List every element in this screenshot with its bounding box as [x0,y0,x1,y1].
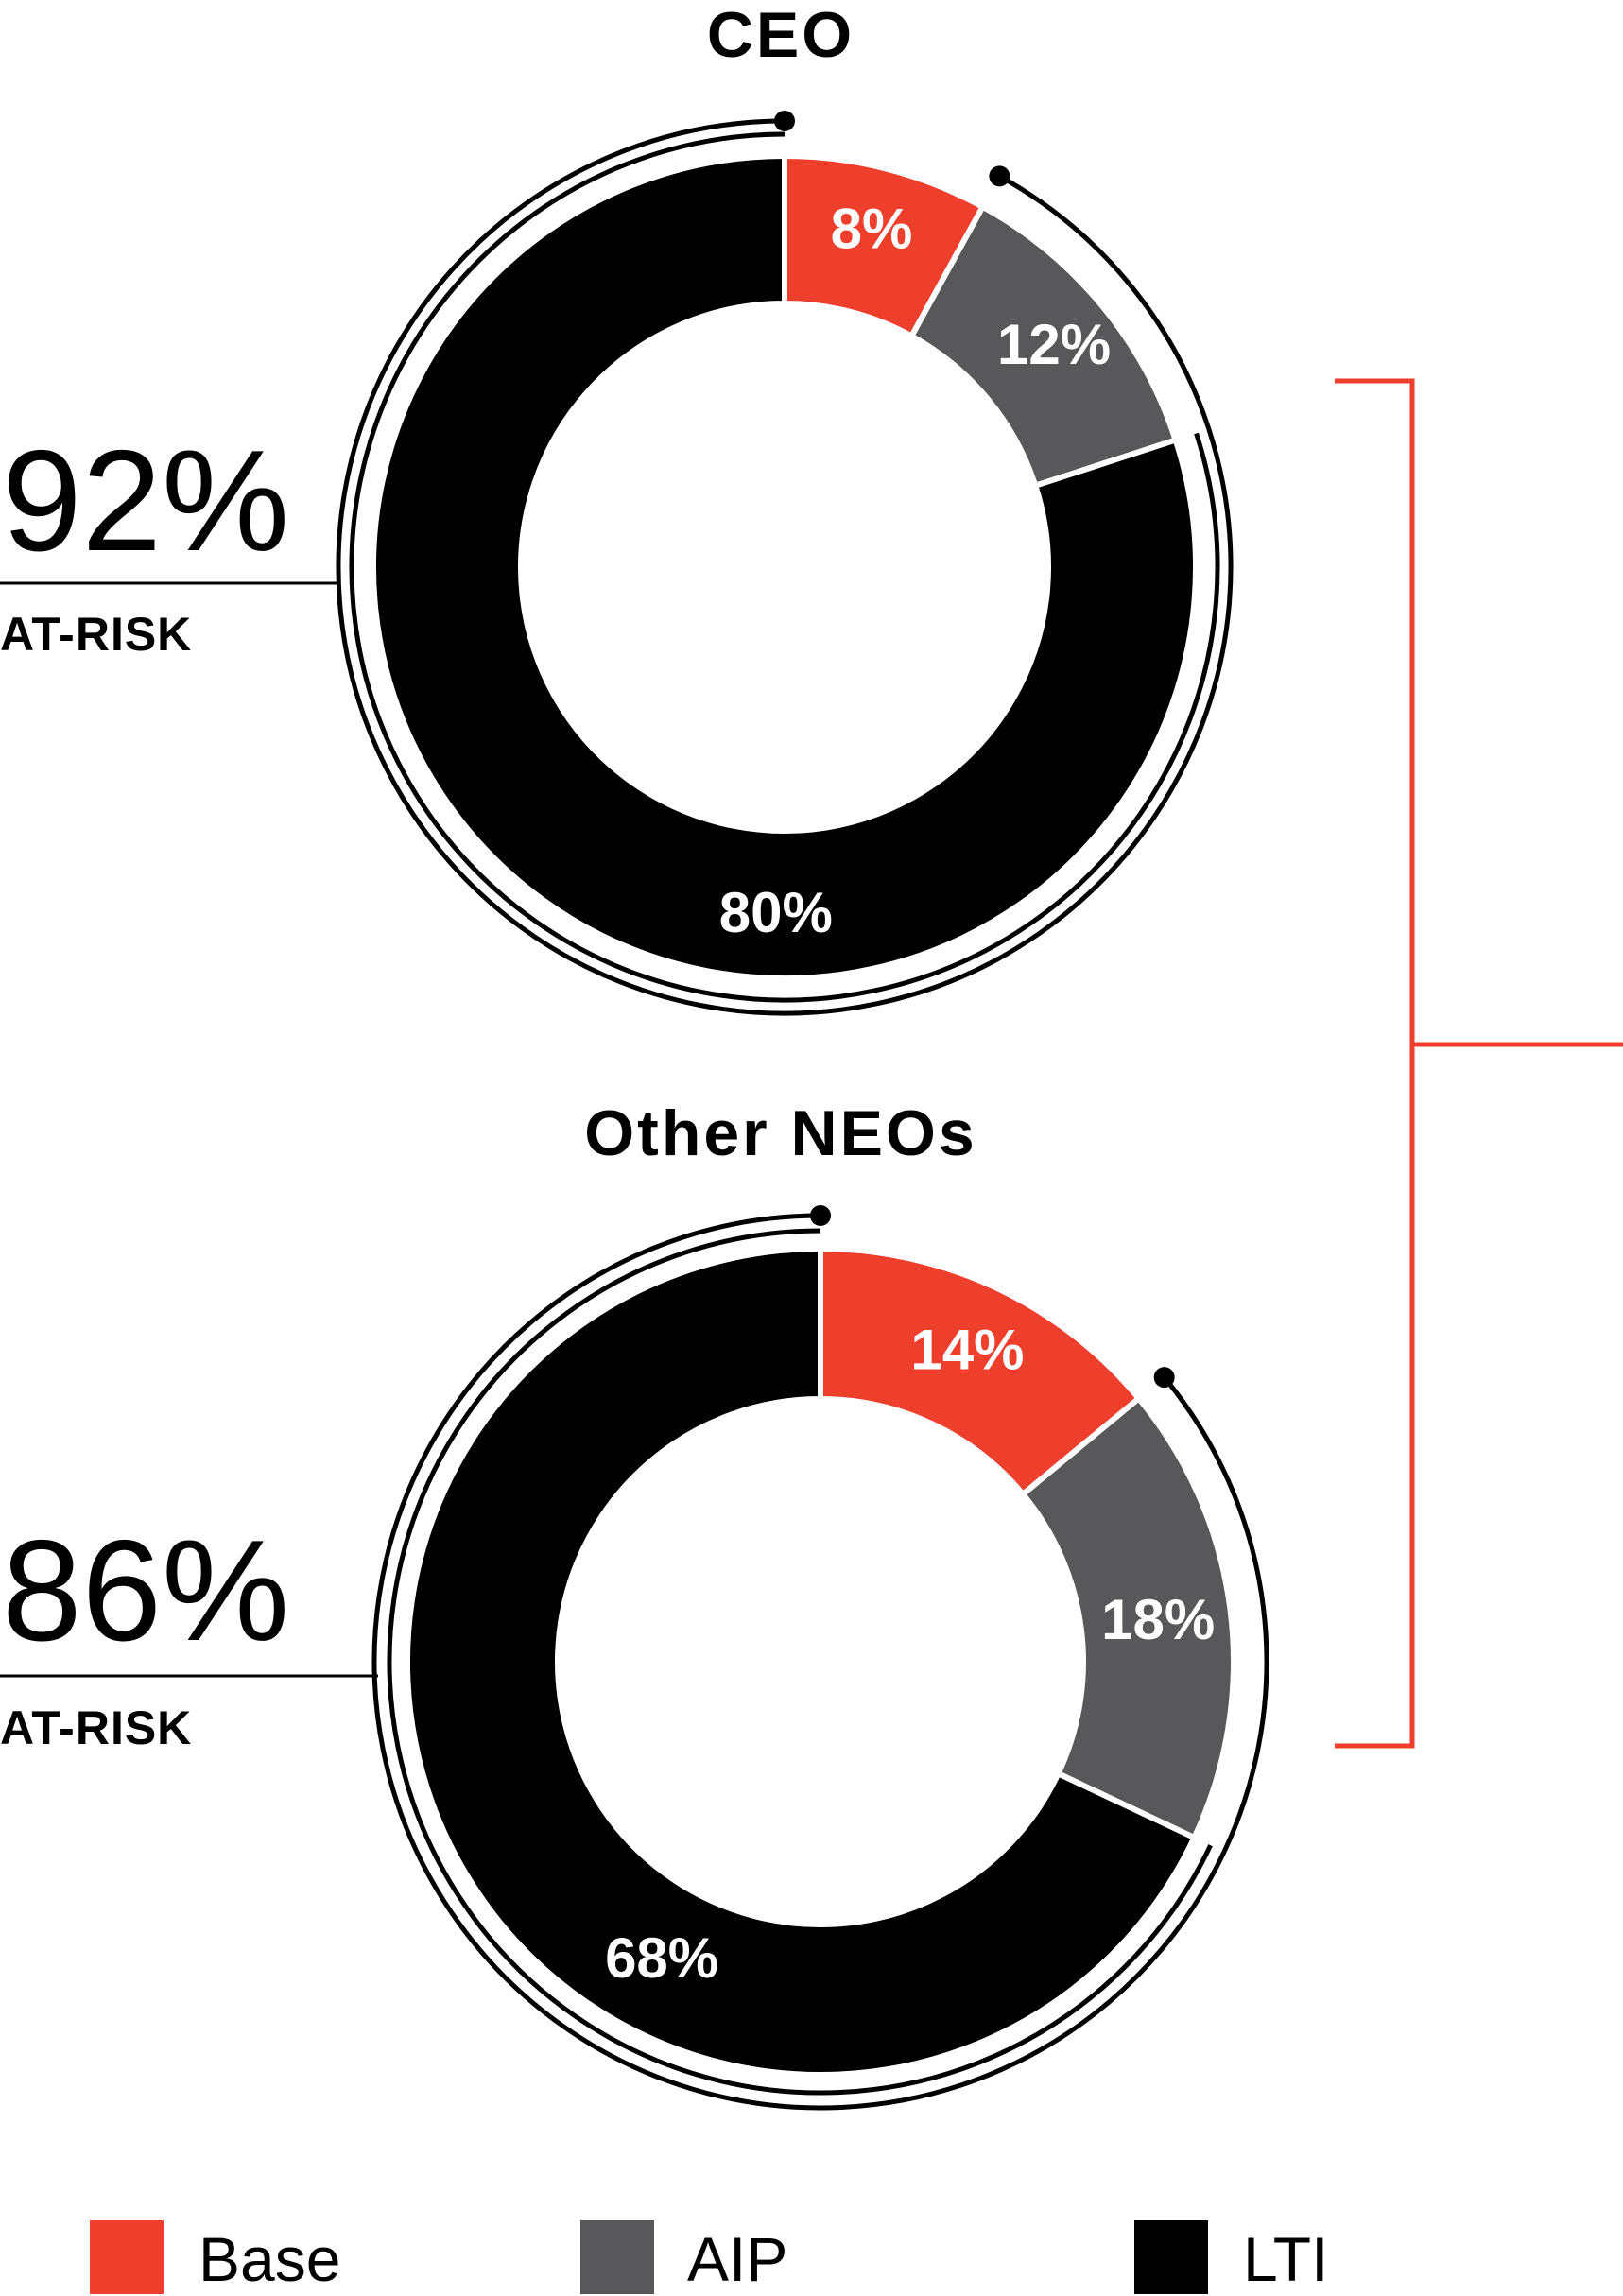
other-neos-aip-bracket-arc [1162,1375,1269,1854]
other-neos-slice-base [818,1245,1143,1499]
ceo-slice-label-aip: 12% [997,313,1111,376]
other-neos-slice-label-aip: 18% [1101,1588,1215,1651]
ceo-at-risk-label: AT-RISK [0,608,192,661]
ceo-chart: CEO 8% 12% 80% 92% AT-RISK [0,0,1234,1016]
ceo-lti-bracket-arc [336,118,1234,1016]
legend-swatch-lti [1134,2220,1208,2294]
other-neos-slice-lti [405,1245,1199,2078]
other-neos-slice-label-lti: 68% [605,1926,718,1990]
comparison-bracket [1335,378,1623,1749]
legend: Base AIP LTI [90,2220,1328,2294]
ceo-donut: 8% 12% 80% [336,111,1234,1016]
other-neos-slice-aip [1018,1394,1236,1842]
other-neos-chart: Other NEOs 14% 18% 68% 86% AT-RISK [0,1097,1269,2111]
other-neos-at-risk-value: 86% [2,1511,289,1671]
other-neos-at-risk-label: AT-RISK [0,1701,192,1754]
legend-label-base: Base [199,2224,340,2294]
ceo-slice-label-lti: 80% [719,881,833,944]
ceo-slice-lti [371,152,1199,981]
ceo-aip-bracket-arc [998,174,1212,430]
other-neos-at-risk-arc-dot [810,1205,831,1226]
legend-swatch-base [90,2220,164,2294]
ceo-chart-title: CEO [707,0,855,71]
ceo-at-risk-value: 92% [2,421,289,581]
other-neos-chart-title: Other NEOs [584,1097,976,1169]
other-neos-lti-bracket-arc [371,1213,1227,2111]
legend-swatch-aip [580,2220,654,2294]
ceo-at-risk-arc-dot [774,111,795,131]
ceo-slice-label-base: 8% [831,198,913,261]
other-neos-slice-label-base: 14% [910,1319,1024,1382]
other-neos-aip-arc-dot [1153,1367,1175,1389]
ceo-aip-arc-dot [989,165,1010,187]
other-neos-donut: 14% 18% 68% [371,1205,1269,2111]
legend-label-lti: LTI [1243,2224,1328,2294]
other-neos-at-risk-arc [387,1228,1213,2096]
ceo-at-risk-arc [349,131,1220,1003]
legend-label-aip: AIP [687,2224,787,2294]
